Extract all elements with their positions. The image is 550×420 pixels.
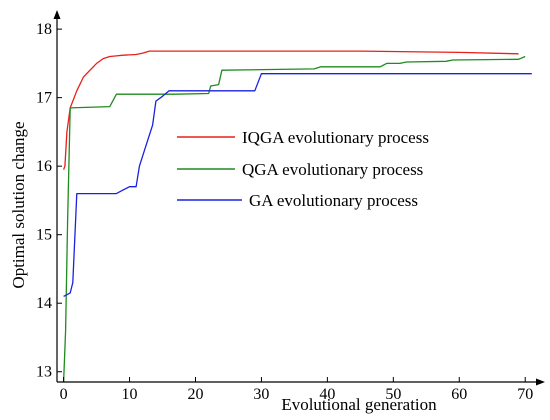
x-tick-label: 10 <box>122 386 138 403</box>
y-tick-label: 15 <box>36 227 52 244</box>
x-axis-label: Evolutional generation <box>281 395 437 414</box>
x-tick-label: 50 <box>385 386 401 403</box>
y-axis-arrow <box>53 10 61 19</box>
y-tick-label: 16 <box>36 158 52 175</box>
axes <box>53 10 545 386</box>
legend-label-2: GA evolutionary process <box>249 191 418 210</box>
y-tick-label: 13 <box>36 364 52 381</box>
legend: IQGA evolutionary process QGA evolutionar… <box>177 128 429 210</box>
series-line-2 <box>63 73 532 297</box>
x-tick-label: 60 <box>451 386 467 403</box>
x-tick-label: 0 <box>60 386 68 403</box>
y-tick-label: 18 <box>36 21 52 38</box>
legend-label-1: QGA evolutionary process <box>242 160 423 179</box>
legend-label-0: IQGA evolutionary process <box>242 128 429 147</box>
y-tick-label: 14 <box>36 295 52 312</box>
x-tick-label: 20 <box>187 386 203 403</box>
x-tick-label: 70 <box>517 386 533 403</box>
x-axis-arrow <box>536 378 545 386</box>
tick-marks: 0 10 20 30 40 50 60 70 13 14 15 16 17 18 <box>36 21 533 403</box>
series-line-1 <box>62 55 526 383</box>
series-lines <box>62 50 532 383</box>
y-axis-label: Optimal solution change <box>9 121 28 288</box>
x-tick-label: 40 <box>319 386 335 403</box>
y-tick-label: 17 <box>36 90 52 107</box>
x-tick-label: 30 <box>253 386 269 403</box>
